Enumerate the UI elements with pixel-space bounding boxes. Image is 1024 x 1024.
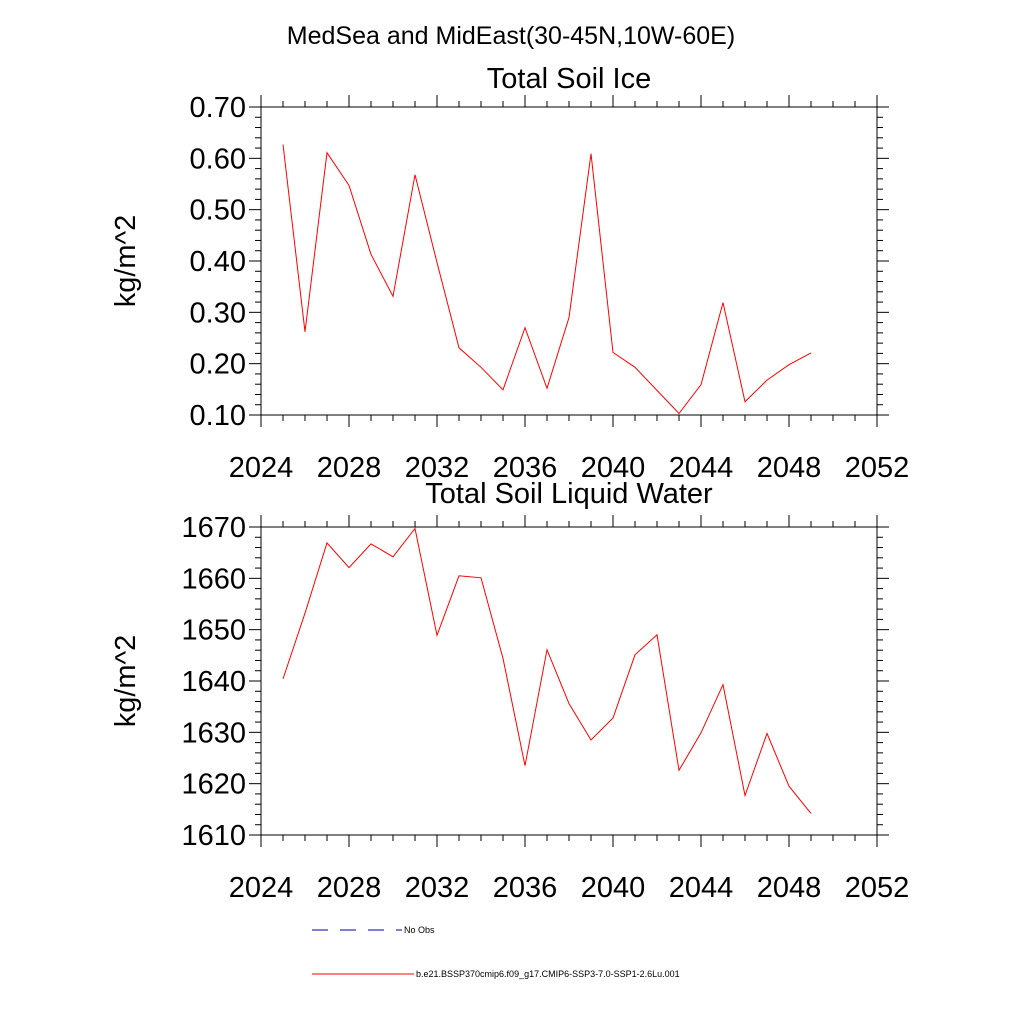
y-tick-label: 0.10 xyxy=(190,400,246,432)
y-tick-label: 1610 xyxy=(181,820,246,852)
x-tick-label: 2040 xyxy=(581,452,646,484)
x-tick-label: 2040 xyxy=(581,872,646,904)
y-tick-label: 0.40 xyxy=(190,246,246,278)
x-tick-label: 2024 xyxy=(229,452,294,484)
x-tick-label: 2044 xyxy=(669,452,734,484)
x-tick-label: 2048 xyxy=(757,872,822,904)
legend: No Obs b.e21.BSSP370cmip6.f09_g17.CMIP6-… xyxy=(312,925,680,979)
series-line-0 xyxy=(282,527,812,814)
y-axis-label: kg/m^2 xyxy=(110,635,142,728)
x-tick-label: 2028 xyxy=(317,452,382,484)
x-tick-label: 2032 xyxy=(405,452,470,484)
page-title: MedSea and MidEast(30-45N,10W-60E) xyxy=(287,22,735,50)
y-tick-label: 1640 xyxy=(181,666,246,698)
panel-total-soil-liquid-water: Total Soil Liquid Water 1610 1620 1630 1640 1… xyxy=(110,478,909,904)
series-line-0 xyxy=(282,144,812,415)
y-tick-label: 0.30 xyxy=(190,297,246,329)
x-tick-label: 2044 xyxy=(669,872,734,904)
legend-label-model-run: b.e21.BSSP370cmip6.f09_g17.CMIP6-SSP3-7.… xyxy=(416,969,680,979)
plot-frame xyxy=(260,526,878,836)
y-tick-label: 1630 xyxy=(181,717,246,749)
y-tick-label: 0.50 xyxy=(190,195,246,227)
panel-total-soil-ice: Total Soil Ice 0.10 0.20 0.30 0.40 0.50 0.60 0.… xyxy=(110,63,909,484)
x-tick-label: 2036 xyxy=(493,872,558,904)
y-tick-label: 1660 xyxy=(181,563,246,595)
x-tick-label: 2032 xyxy=(405,872,470,904)
plot-frame xyxy=(260,106,878,416)
panel-title: Total Soil Liquid Water xyxy=(425,478,713,510)
x-tick-label: 2052 xyxy=(845,452,910,484)
y-axis-label: kg/m^2 xyxy=(110,215,142,308)
x-tick-label: 2024 xyxy=(229,872,294,904)
legend-label-no-obs: No Obs xyxy=(404,925,435,935)
y-tick-label: 0.60 xyxy=(190,143,246,175)
y-tick-label: 0.70 xyxy=(190,92,246,124)
y-tick-label: 1670 xyxy=(181,512,246,544)
y-tick-label: 1650 xyxy=(181,615,246,647)
x-tick-label: 2052 xyxy=(845,872,910,904)
x-tick-label: 2028 xyxy=(317,872,382,904)
panel-title: Total Soil Ice xyxy=(487,63,651,95)
x-tick-label: 2048 xyxy=(757,452,822,484)
y-tick-label: 1620 xyxy=(181,769,246,801)
x-tick-label: 2036 xyxy=(493,452,558,484)
y-tick-label: 0.20 xyxy=(190,349,246,381)
